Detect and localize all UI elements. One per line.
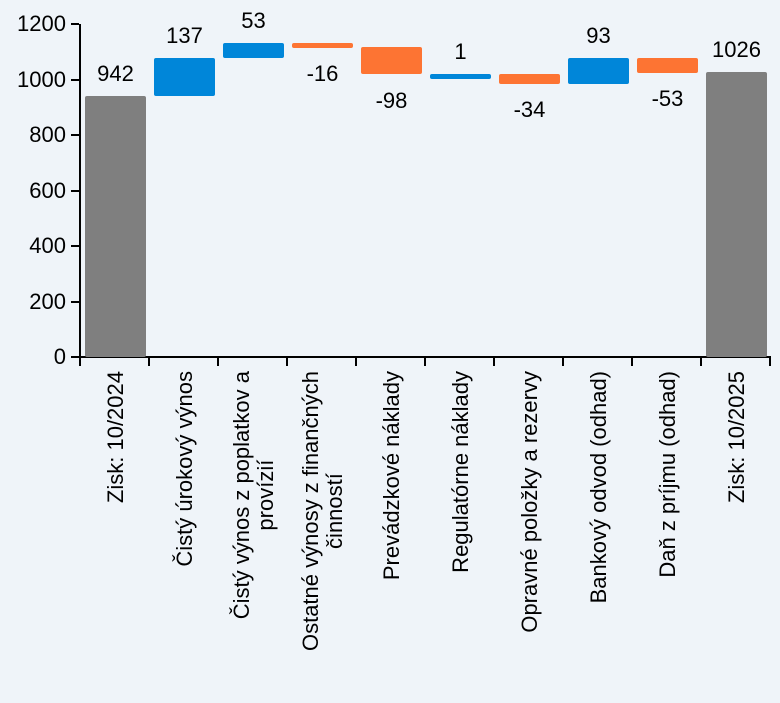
bar-value-label: 1 <box>454 39 467 65</box>
waterfall-bar <box>154 57 215 96</box>
y-tick-mark <box>71 245 79 247</box>
waterfall-bar <box>637 57 698 73</box>
category-label: Zisk: 10/2025 <box>723 371 749 504</box>
x-tick-mark <box>79 358 81 366</box>
x-tick-mark <box>493 358 495 366</box>
bar-value-label: 93 <box>586 22 611 48</box>
y-tick-mark <box>71 300 79 303</box>
category-label: Čistý výnos z poplatkov a provízií <box>228 371 278 620</box>
bar-value-label: 942 <box>97 60 134 86</box>
x-tick-mark <box>286 358 288 366</box>
y-tick-mark <box>71 356 79 358</box>
y-tick-mark <box>71 134 79 136</box>
y-tick-label: 1000 <box>17 66 66 92</box>
x-tick-mark <box>355 358 357 366</box>
x-tick-mark <box>562 358 564 366</box>
category-label: Daň z príjmu (odhad) <box>654 371 680 578</box>
category-label: Prevádzkové náklady <box>378 371 404 581</box>
y-tick-mark <box>71 189 79 192</box>
waterfall-bar <box>568 57 629 84</box>
waterfall-bar <box>499 74 560 84</box>
bar-value-label: -34 <box>513 96 546 122</box>
category-label: Regulatórne náklady <box>447 371 473 573</box>
bar-value-label: -53 <box>651 85 684 111</box>
bar-value-label: -98 <box>375 87 408 113</box>
waterfall-bar <box>706 72 767 357</box>
y-tick-label: 800 <box>29 122 66 147</box>
category-label: Opravné položky a rezervy <box>516 371 542 633</box>
y-axis-line <box>79 24 81 358</box>
bar-value-label: -16 <box>306 60 339 86</box>
waterfall-bar <box>85 95 146 357</box>
bar-value-label: 1026 <box>712 37 761 63</box>
y-tick-mark <box>71 23 79 25</box>
x-axis-line <box>79 356 771 358</box>
x-tick-mark <box>631 358 633 366</box>
y-tick-label: 600 <box>29 177 66 203</box>
y-tick-label: 200 <box>29 288 66 314</box>
x-tick-mark <box>217 358 219 366</box>
category-label: Zisk: 10/2024 <box>102 371 128 504</box>
bar-value-label: 53 <box>241 7 266 33</box>
x-tick-mark <box>424 358 426 366</box>
x-tick-mark <box>769 358 771 366</box>
x-tick-mark <box>148 358 150 366</box>
x-tick-mark <box>700 358 702 366</box>
category-label: Ostatné výnosy z finančných činností <box>297 371 347 652</box>
category-label: Čistý úrokový výnos <box>171 371 197 567</box>
waterfall-bar <box>361 47 422 75</box>
y-tick-label: 400 <box>29 233 66 258</box>
y-tick-label: 1200 <box>17 11 66 36</box>
waterfall-bar <box>223 42 284 58</box>
category-label: Bankový odvod (odhad) <box>585 371 611 604</box>
waterfall-bar <box>430 74 491 80</box>
waterfall-bar <box>292 42 353 48</box>
bar-value-label: 137 <box>166 22 203 48</box>
y-tick-label: 0 <box>53 344 66 369</box>
y-tick-mark <box>71 78 79 81</box>
